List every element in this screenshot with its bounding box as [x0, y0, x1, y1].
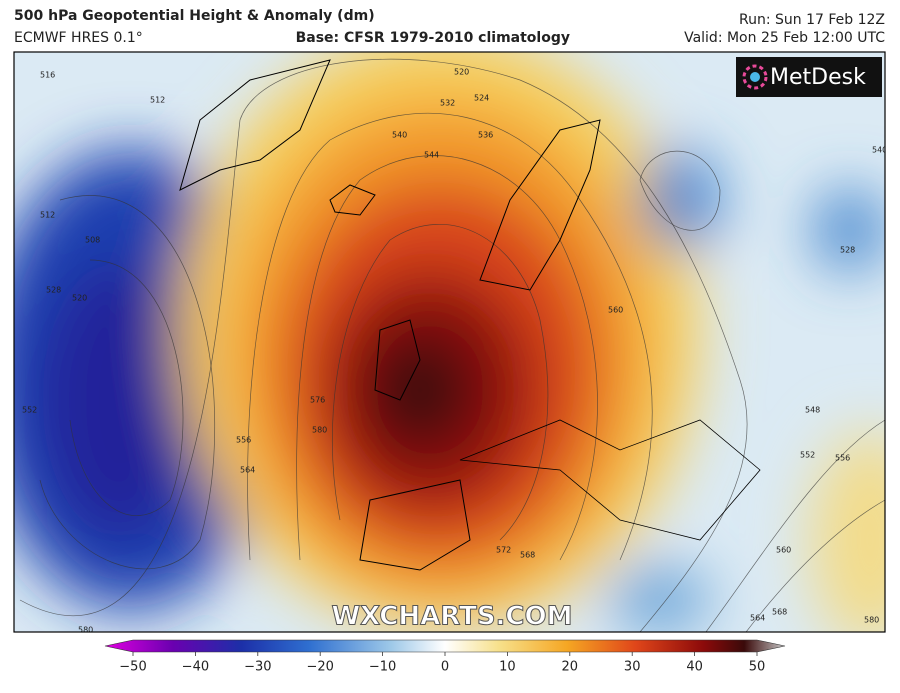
contour-label: 516: [40, 71, 55, 80]
contour-label: 568: [520, 551, 535, 560]
contour-label: 544: [424, 151, 439, 160]
contour-label: 552: [22, 406, 37, 415]
logo: MetDesk: [736, 57, 882, 97]
model: ECMWF HRES 0.1°: [14, 30, 143, 46]
contour-label: 556: [835, 454, 850, 463]
colorbar-label: 50: [749, 660, 766, 675]
colorbar-label: 0: [441, 660, 449, 675]
contour-label: 520: [454, 68, 469, 77]
colorbar-label: 20: [562, 660, 579, 675]
contour-label: 524: [474, 94, 489, 103]
contour-label: 580: [312, 426, 327, 435]
contour-label: 580: [78, 626, 93, 635]
contour-label: 552: [800, 451, 815, 460]
valid-time: Valid: Mon 25 Feb 12:00 UTC: [684, 30, 885, 46]
map-frame: [13, 51, 886, 633]
base: Base: CFSR 1979-2010 climatology: [296, 30, 570, 46]
contour-label: 560: [608, 306, 623, 315]
colorbar-label: −30: [244, 660, 271, 675]
colorbar-label: 30: [624, 660, 641, 675]
contour-label: 556: [236, 436, 251, 445]
colorbar: −50 −40 −30 −20 −10 0 10 20 30 40 50: [104, 639, 786, 675]
contour-label: 576: [310, 396, 325, 405]
contour-label: 560: [776, 546, 791, 555]
contour-label: 536: [478, 131, 493, 140]
contour-label: 532: [440, 99, 455, 108]
logo-text: MetDesk: [770, 65, 866, 90]
colorbar-label: −10: [369, 660, 396, 675]
contour-label: 540: [872, 146, 887, 155]
contour-label: 528: [46, 286, 61, 295]
colorbar-label: 40: [686, 660, 703, 675]
run-time: Run: Sun 17 Feb 12Z: [739, 12, 885, 28]
contour-label: 564: [750, 614, 765, 623]
contour-label: 568: [772, 608, 787, 617]
contour-label: 520: [72, 294, 87, 303]
title: 500 hPa Geopotential Height & Anomaly (d…: [14, 8, 375, 24]
contour-label: 512: [150, 96, 165, 105]
colorbar-label: −50: [119, 660, 146, 675]
contour-label: 540: [392, 131, 407, 140]
contour-label: 564: [240, 466, 255, 475]
contour-label: 572: [496, 546, 511, 555]
watermark: WXCHARTS.COM: [331, 602, 572, 632]
contour-label: 580: [864, 616, 879, 625]
colorbar-label: −20: [306, 660, 333, 675]
contour-label: 528: [840, 246, 855, 255]
contour-label: 508: [85, 236, 100, 245]
colorbar-label: −40: [182, 660, 209, 675]
contour-label: 548: [805, 406, 820, 415]
colorbar-label: 10: [499, 660, 516, 675]
contour-label: 512: [40, 211, 55, 220]
map: 516 512 508 512 528 520 552 556 564 576 …: [14, 52, 887, 635]
